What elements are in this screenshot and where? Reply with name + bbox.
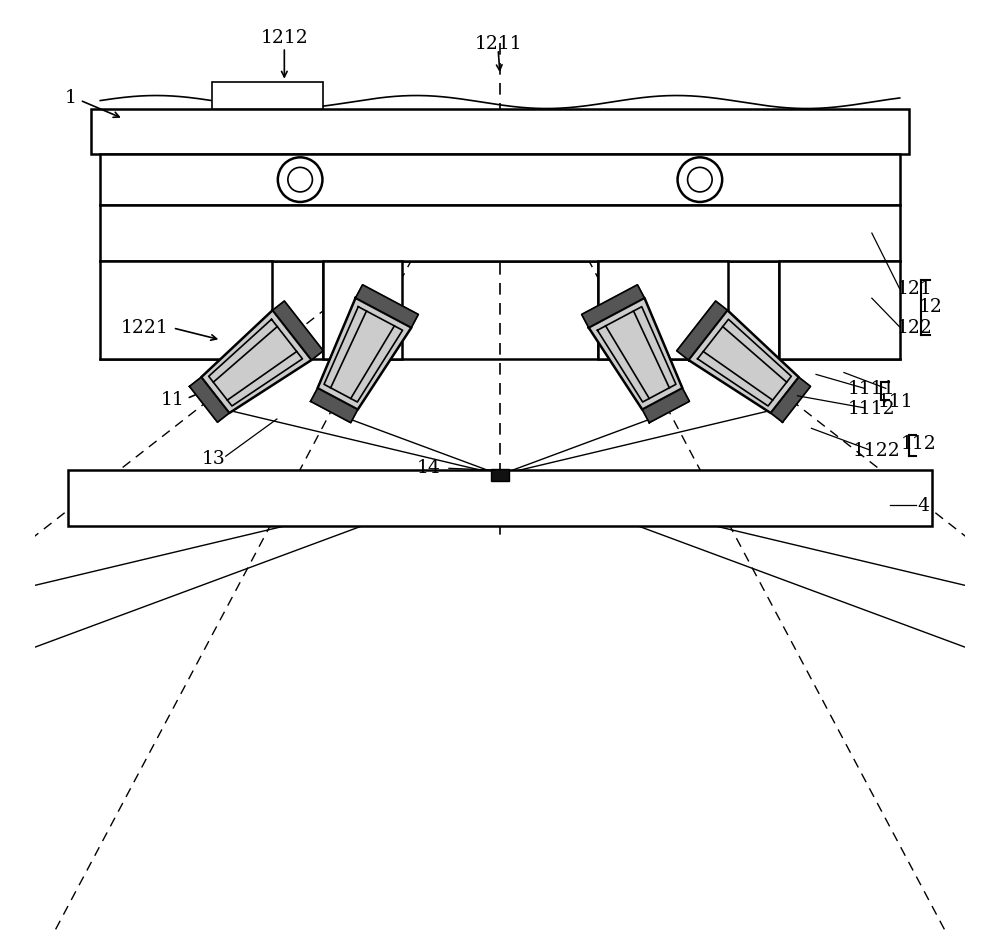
Bar [598,261,728,358]
Polygon shape [189,377,229,423]
Bar [91,110,909,154]
Text: 1212: 1212 [260,29,308,47]
Bar [323,261,402,358]
Text: 11: 11 [161,391,185,410]
Text: 112: 112 [900,435,936,453]
Text: 1112: 1112 [848,399,896,418]
Text: 122: 122 [897,319,933,337]
Text: 1211: 1211 [474,35,522,53]
Text: 111: 111 [877,393,913,412]
Polygon shape [273,301,323,360]
Bar [100,154,900,205]
Text: 1122: 1122 [853,441,900,460]
Text: 1: 1 [65,89,76,107]
Text: 1111: 1111 [848,380,896,398]
Bar [68,470,932,526]
Polygon shape [771,377,811,423]
Bar [491,468,509,480]
Text: 14: 14 [416,459,440,478]
Polygon shape [318,298,411,410]
Text: 13: 13 [202,450,226,468]
Text: 12: 12 [918,299,942,317]
Bar [212,82,323,110]
Polygon shape [677,301,727,360]
Polygon shape [642,388,689,423]
Bar [100,261,272,358]
Polygon shape [589,298,682,410]
Polygon shape [688,310,799,413]
Polygon shape [356,285,418,328]
Polygon shape [582,285,644,328]
Text: 4: 4 [917,497,929,516]
Text: 121: 121 [897,280,932,298]
Polygon shape [201,310,312,413]
Text: 1221: 1221 [121,319,169,337]
Polygon shape [311,388,358,423]
Bar [100,205,900,261]
Bar [779,261,900,358]
